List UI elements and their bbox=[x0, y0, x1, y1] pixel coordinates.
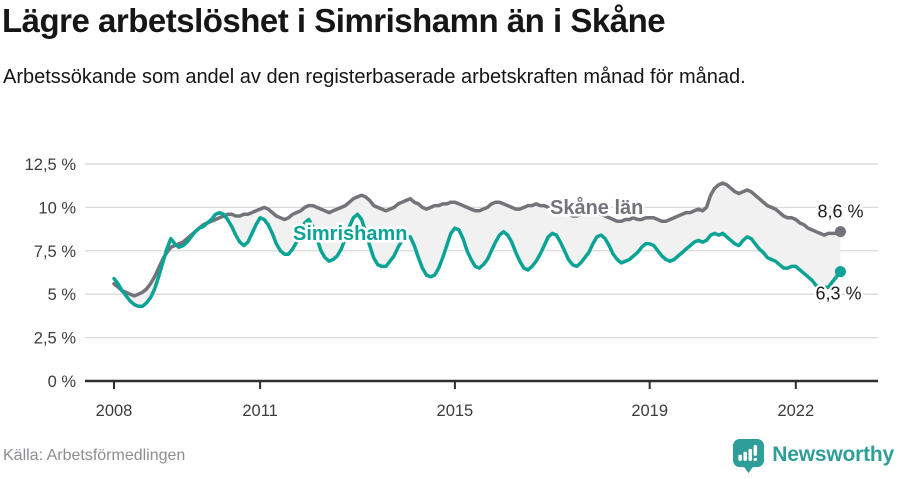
end-value-label: 6,3 % bbox=[815, 284, 861, 304]
y-axis-tick-label: 2,5 % bbox=[34, 330, 77, 348]
x-axis-tick-label: 2011 bbox=[242, 402, 277, 420]
x-axis-tick-label: 2008 bbox=[96, 402, 133, 420]
source-note: Källa: Arbetsförmedlingen bbox=[3, 447, 186, 464]
series-gap-band bbox=[114, 183, 841, 307]
series-line-skane-lan bbox=[112, 181, 843, 298]
series-label-skane-lan: Skåne län bbox=[550, 196, 643, 219]
end-dot bbox=[834, 266, 846, 278]
y-axis-tick-label: 0 % bbox=[48, 373, 77, 391]
chart-subtitle: Arbetssökande som andel av den registerb… bbox=[3, 66, 746, 88]
y-axis-tick-label: 12,5 % bbox=[25, 156, 77, 174]
newsworthy-logo-link[interactable]: Newsworthy bbox=[732, 438, 894, 473]
y-axis-tick-label: 5 % bbox=[48, 286, 77, 304]
x-axis-tick-label: 2022 bbox=[777, 402, 814, 420]
series-label-simrishamn: Simrishamn bbox=[293, 223, 407, 245]
newsworthy-wordmark: Newsworthy bbox=[772, 443, 894, 466]
series-line-simrishamn bbox=[112, 210, 843, 309]
y-axis-tick-label: 7,5 % bbox=[34, 243, 77, 261]
end-dot bbox=[834, 226, 846, 238]
x-axis-tick-label: 2015 bbox=[437, 402, 474, 420]
y-axis-tick-label: 10 % bbox=[38, 199, 76, 217]
x-axis-tick-label: 2019 bbox=[631, 402, 668, 420]
newsworthy-bubble-icon bbox=[733, 438, 765, 473]
page-title: Lägre arbetslöshet i Simrishamn än i Skå… bbox=[2, 2, 666, 39]
end-value-label: 8,6 % bbox=[817, 202, 863, 222]
